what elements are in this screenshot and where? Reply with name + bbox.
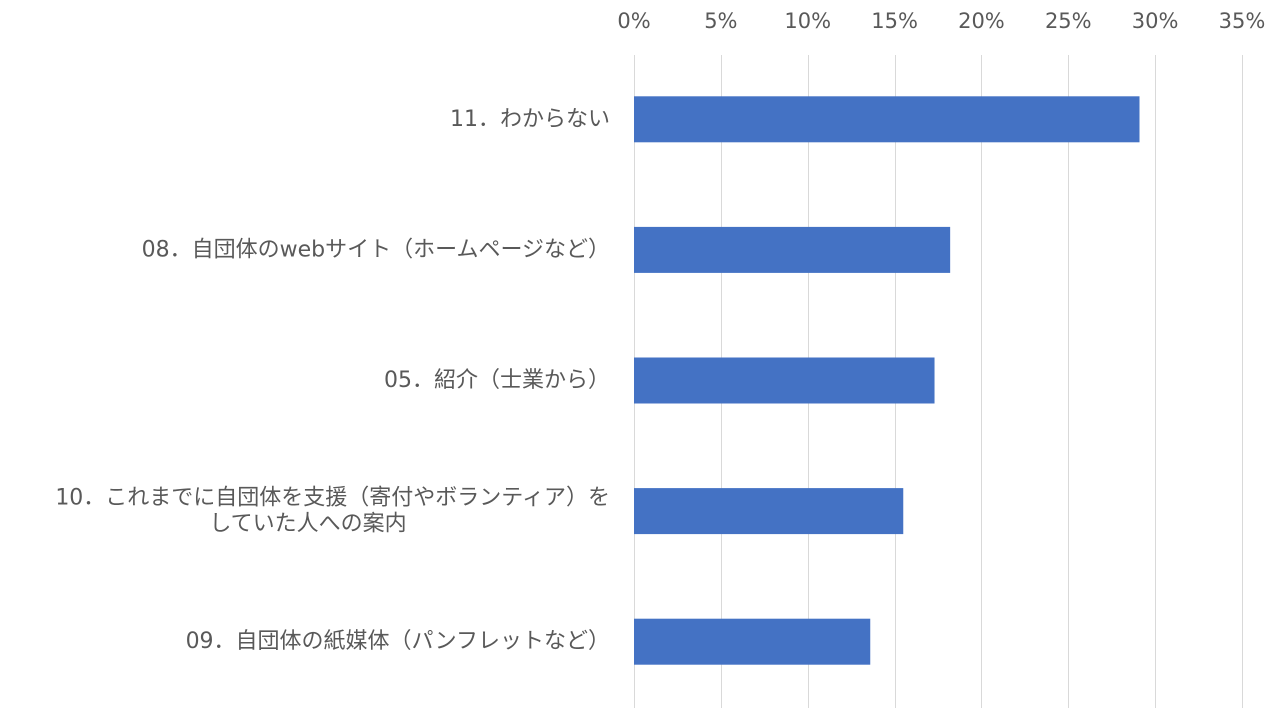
bar [634,357,935,404]
x-tick-label: 10% [784,9,831,33]
bar [634,488,904,535]
x-tick-label: 35% [1219,9,1266,33]
x-tick-label: 0% [617,9,650,33]
x-tick-label: 15% [871,9,918,33]
x-tick-label: 30% [1132,9,1179,33]
category-labels: 11．わからない 08．自団体のwebサイト（ホームページなど） 05．紹介（士業か… [55,107,610,654]
bar [634,226,951,273]
category-label: していた人への案内 [209,512,406,537]
category-label: 10．これまでに自団体を支援（寄付やボランティア）を [55,486,610,511]
x-tick-label: 5% [704,9,737,33]
category-label: 05．紹介（士業から） [384,368,610,393]
category-label: 11．わからない [450,107,610,132]
bars [634,96,1140,665]
x-tick-label: 20% [958,9,1005,33]
bar [634,96,1140,143]
x-tick-label: 25% [1045,9,1092,33]
x-axis-ticks: 0% 5% 10% 15% 20% 25% 30% 35% [617,9,1265,33]
category-label: 09．自団体の紙媒体（パンフレットなど） [186,629,610,654]
category-label: 08．自団体のwebサイト（ホームページなど） [142,237,610,262]
bar [634,618,871,665]
